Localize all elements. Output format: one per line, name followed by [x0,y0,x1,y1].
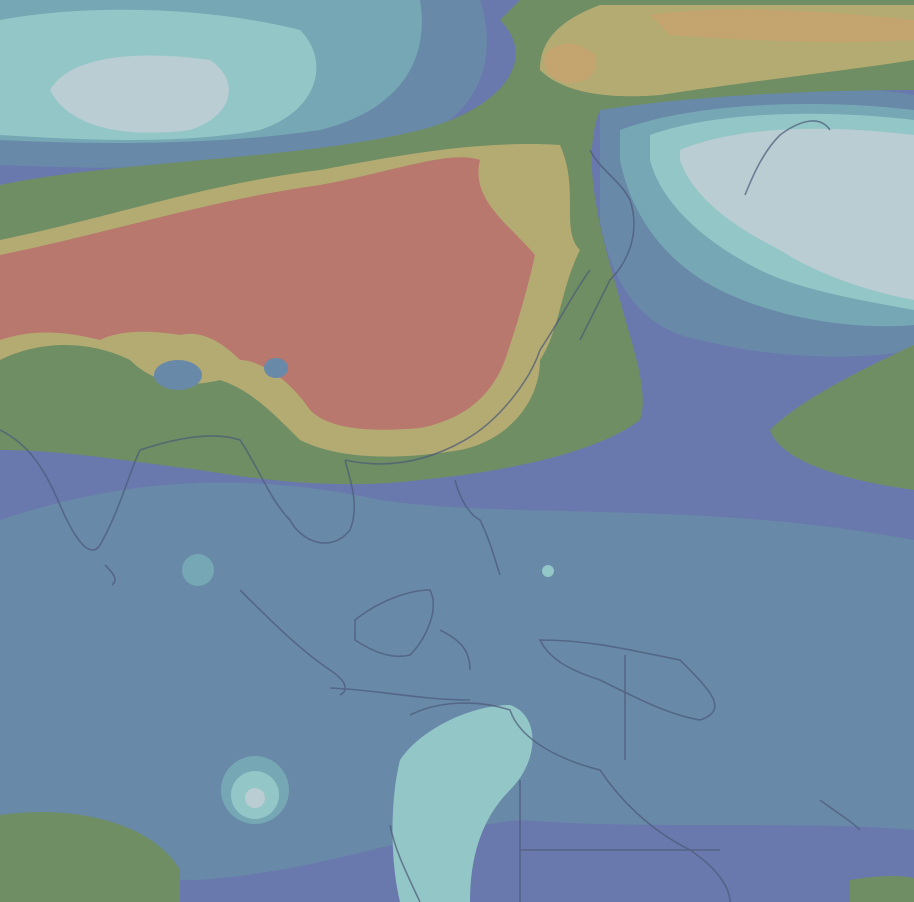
east-pacific-green [770,345,914,490]
north-sand-patch [544,43,596,83]
himalaya-pocket-1 [154,360,202,390]
north-sand-strip [650,9,914,43]
himalaya-pocket-2 [264,358,288,378]
small-vortex-2 [182,554,214,586]
siberia-low-core [50,55,229,133]
australia-teal [392,705,533,902]
southeast-green [850,875,914,902]
asia-high-core [0,157,535,430]
north-pacific-low-core [680,128,914,300]
cyclone-ring-core [245,788,265,808]
small-vortex [542,565,554,577]
southwest-green [0,812,180,902]
coastlines [0,120,861,902]
